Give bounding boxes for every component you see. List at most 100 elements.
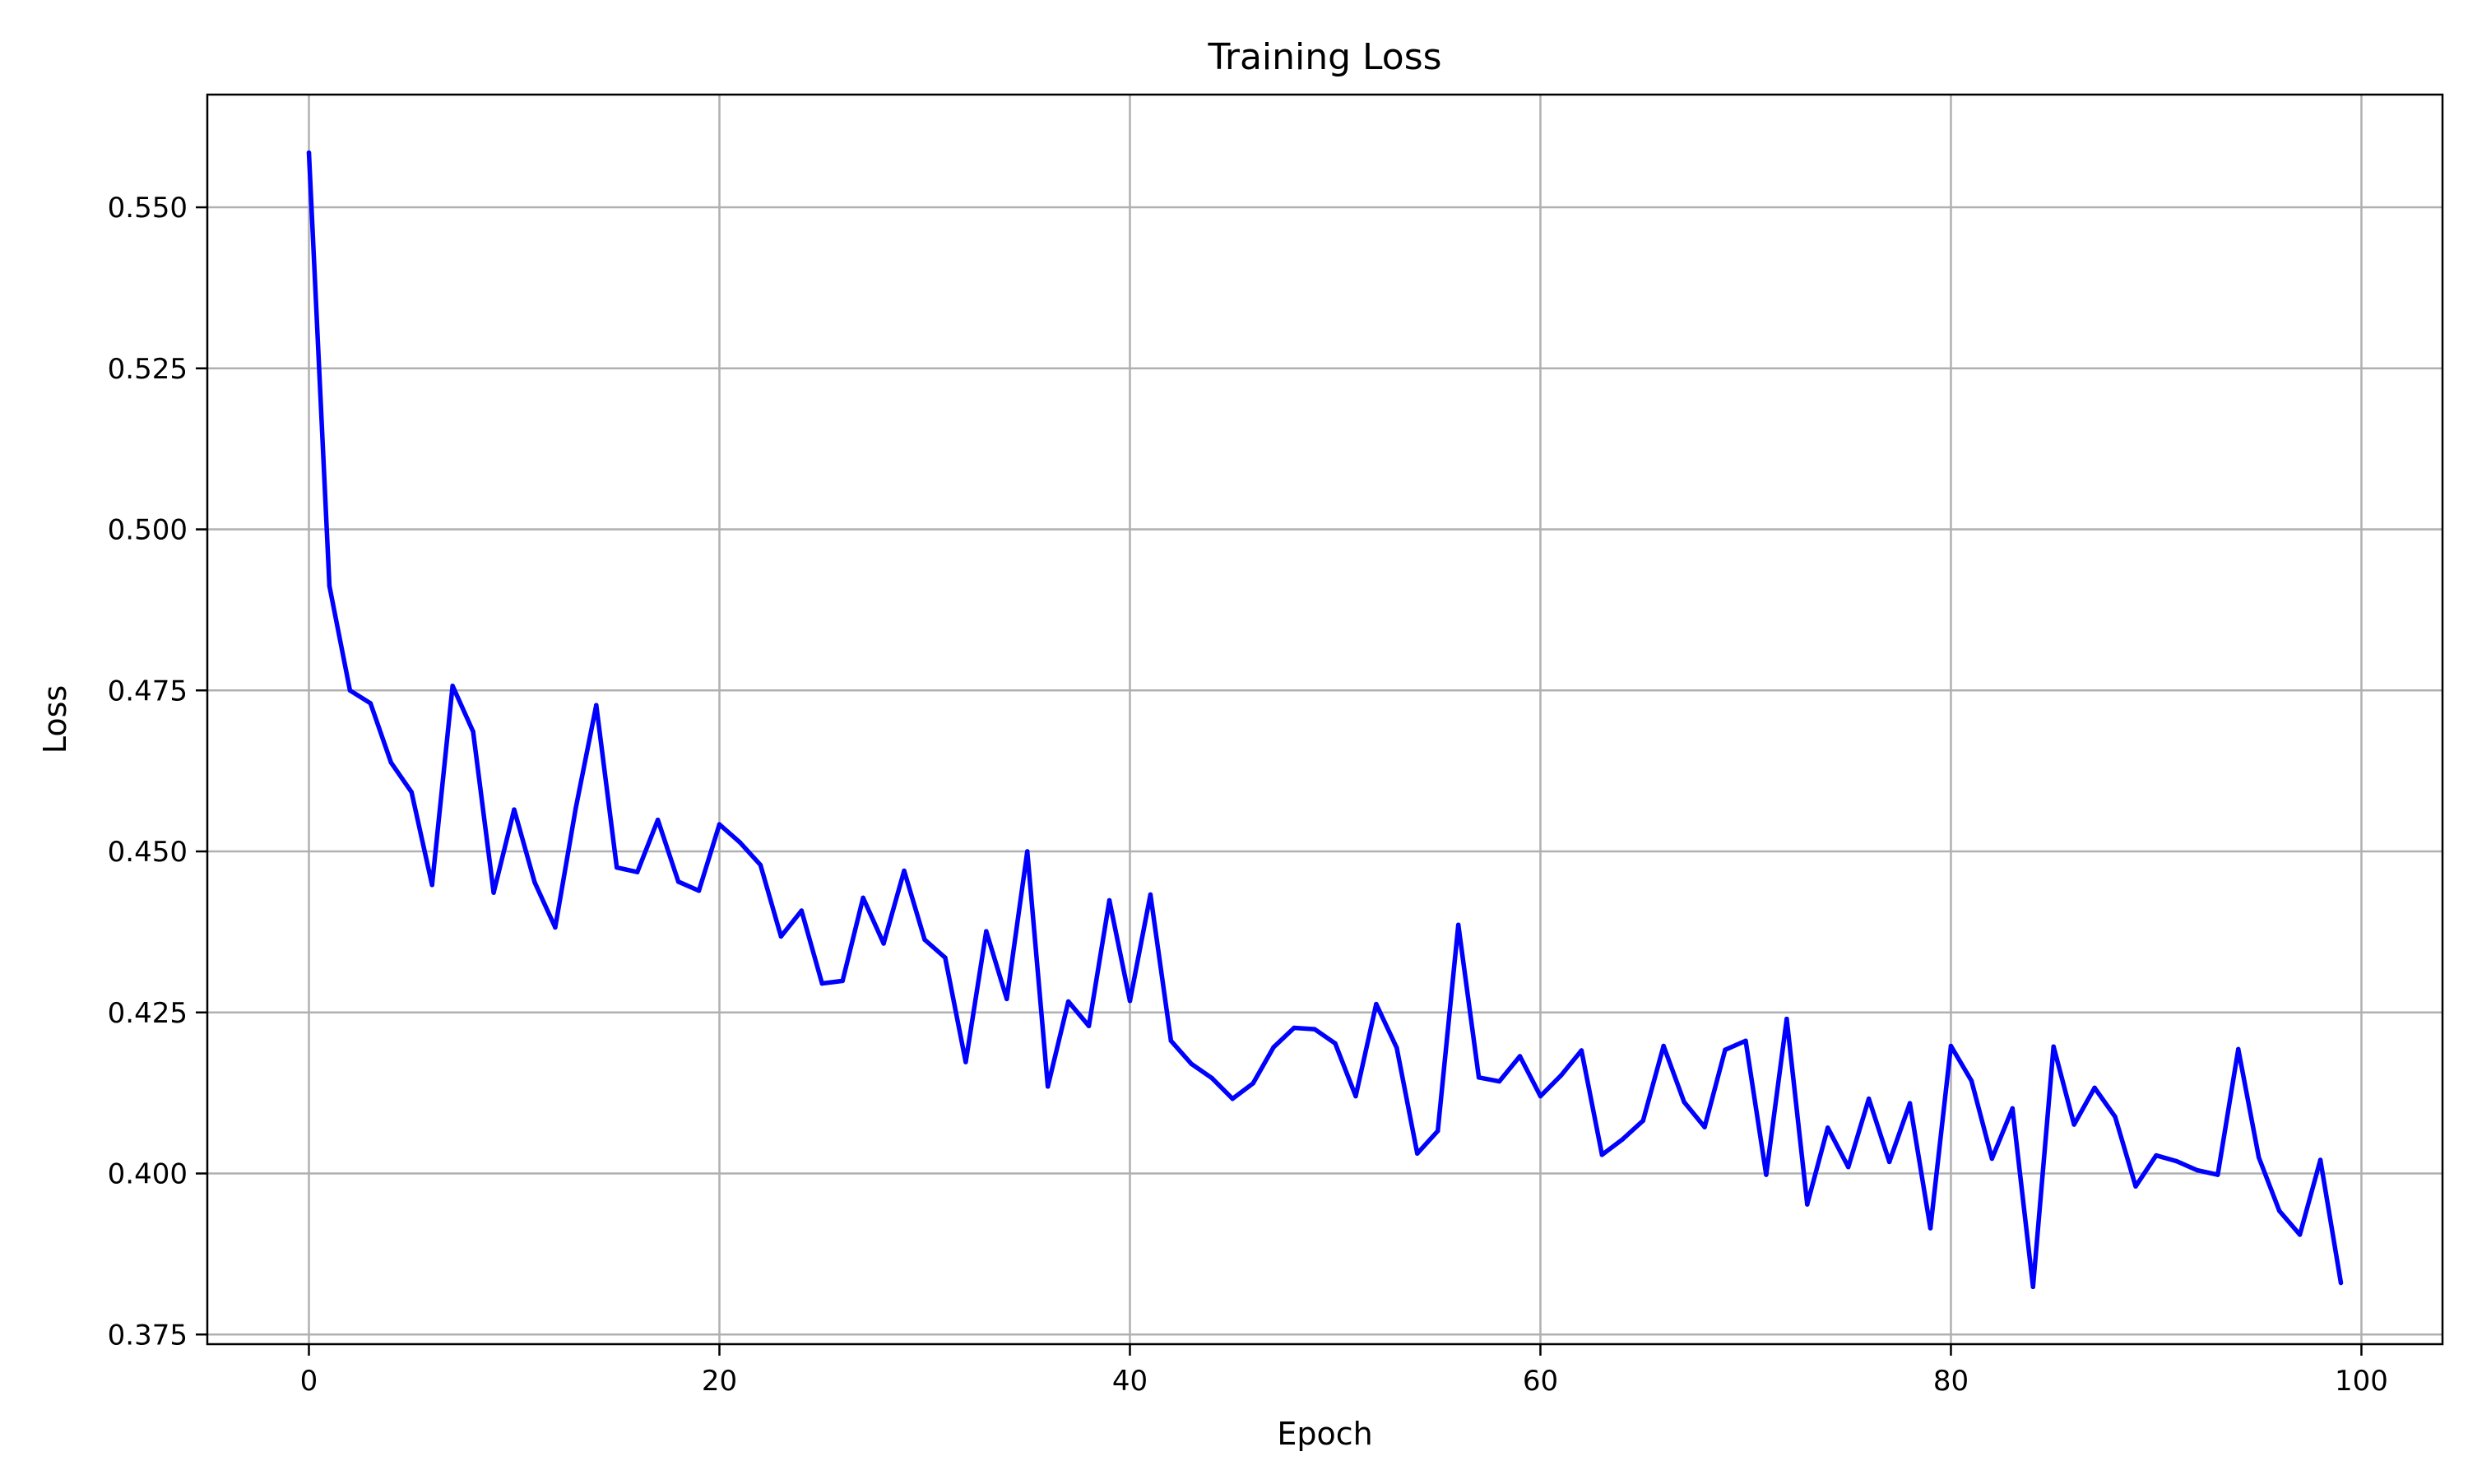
loss-data-point — [2338, 1280, 2344, 1286]
loss-data-point — [984, 929, 989, 934]
loss-series-line — [306, 152, 2344, 1290]
loss-data-point — [1312, 1027, 1317, 1032]
loss-data-point — [614, 865, 619, 870]
loss-data-point — [655, 817, 661, 823]
loss-data-point — [1455, 922, 1461, 928]
loss-data-point — [553, 925, 558, 930]
loss-data-point — [1969, 1078, 1974, 1083]
x-tick-label: 20 — [702, 1365, 737, 1398]
loss-data-point — [1209, 1075, 1215, 1081]
loss-data-point — [1538, 1093, 1543, 1099]
loss-data-point — [347, 688, 353, 693]
loss-data-point — [2174, 1158, 2179, 1164]
loss-data-point — [1148, 892, 1153, 897]
loss-data-point — [1989, 1156, 1995, 1162]
loss-data-point — [1004, 996, 1009, 1002]
loss-data-point — [1496, 1078, 1502, 1084]
loss-data-point — [1106, 897, 1112, 903]
loss-data-point — [1024, 849, 1030, 854]
y-tick-label: 0.525 — [108, 353, 188, 386]
x-tick-label: 60 — [1523, 1365, 1558, 1398]
loss-data-point — [819, 981, 824, 986]
loss-data-point — [1065, 999, 1071, 1004]
loss-data-point — [1907, 1101, 1913, 1106]
loss-data-point — [2215, 1172, 2220, 1177]
loss-data-point — [1353, 1093, 1358, 1099]
loss-data-point — [1640, 1118, 1645, 1124]
loss-data-point — [1127, 998, 1133, 1004]
loss-data-point — [1866, 1096, 1872, 1101]
loss-data-point — [2030, 1284, 2036, 1290]
loss-data-point — [532, 879, 537, 885]
loss-data-point — [922, 937, 927, 943]
loss-data-point — [327, 583, 332, 589]
loss-data-point — [388, 760, 394, 765]
y-tick-label: 0.475 — [108, 675, 188, 707]
series-points — [306, 150, 2344, 1290]
loss-data-point — [429, 882, 434, 888]
loss-data-point — [1702, 1125, 1707, 1129]
y-tick-label: 0.425 — [108, 997, 188, 1030]
loss-data-point — [471, 729, 476, 735]
loss-data-point — [1743, 1038, 1748, 1043]
loss-data-point — [1825, 1125, 1830, 1130]
loss-data-point — [1517, 1054, 1523, 1059]
loss-data-point — [799, 908, 805, 913]
y-tick-label: 0.375 — [108, 1319, 188, 1352]
y-tick-label: 0.450 — [108, 836, 188, 869]
loss-data-point — [1168, 1038, 1174, 1043]
loss-data-point — [2276, 1208, 2282, 1213]
loss-data-point — [1435, 1129, 1440, 1134]
loss-data-point — [1250, 1081, 1255, 1086]
loss-data-point — [1271, 1045, 1276, 1050]
loss-data-point — [2010, 1106, 2016, 1111]
loss-data-point — [758, 862, 763, 868]
y-tick-label: 0.500 — [108, 514, 188, 547]
loss-data-point — [634, 870, 640, 874]
loss-data-point — [778, 934, 784, 939]
x-tick-label: 40 — [1112, 1365, 1148, 1398]
grid-lines — [207, 95, 2442, 1344]
loss-data-point — [1682, 1099, 1686, 1105]
loss-data-point — [1579, 1048, 1584, 1053]
y-tick-label: 0.550 — [108, 192, 188, 225]
loss-data-point — [2113, 1114, 2118, 1120]
loss-data-point — [696, 888, 702, 893]
loss-data-point — [450, 684, 455, 689]
x-axis-label: Epoch — [1277, 1416, 1372, 1452]
axes-frame — [206, 93, 2444, 1346]
axis-ticks: 0 20 40 60 80 100 0.375 0.400 0.425 0.450 0.475 0.5… — [108, 192, 2388, 1398]
loss-data-point — [306, 150, 312, 155]
loss-data-point — [2154, 1152, 2159, 1158]
loss-data-point — [840, 978, 845, 984]
loss-data-point — [1599, 1152, 1605, 1157]
loss-data-point — [1374, 1001, 1379, 1007]
loss-data-point — [1886, 1159, 1892, 1165]
loss-data-point — [1805, 1202, 1810, 1207]
loss-data-point — [2071, 1122, 2076, 1127]
loss-data-point — [1845, 1164, 1851, 1170]
loss-data-point — [2236, 1046, 2241, 1052]
loss-data-point — [675, 879, 681, 884]
loss-data-point — [512, 807, 517, 812]
loss-data-point — [1333, 1041, 1338, 1046]
loss-data-point — [1620, 1137, 1626, 1142]
loss-data-point — [1394, 1046, 1399, 1050]
loss-data-point — [1230, 1096, 1235, 1101]
loss-data-point — [2317, 1157, 2323, 1162]
loss-data-point — [1086, 1023, 1092, 1028]
x-tick-label: 0 — [300, 1365, 318, 1398]
loss-data-point — [491, 890, 496, 895]
loss-data-point — [1189, 1061, 1195, 1067]
loss-data-point — [963, 1060, 968, 1064]
loss-data-point — [1292, 1025, 1297, 1031]
loss-data-point — [737, 840, 743, 845]
loss-data-point — [902, 868, 907, 874]
loss-data-point — [594, 703, 599, 708]
loss-data-point — [1723, 1047, 1728, 1052]
series-lines — [306, 152, 2344, 1290]
loss-data-point — [368, 701, 373, 706]
loss-data-point — [1948, 1043, 1954, 1049]
loss-data-point — [2195, 1167, 2200, 1173]
